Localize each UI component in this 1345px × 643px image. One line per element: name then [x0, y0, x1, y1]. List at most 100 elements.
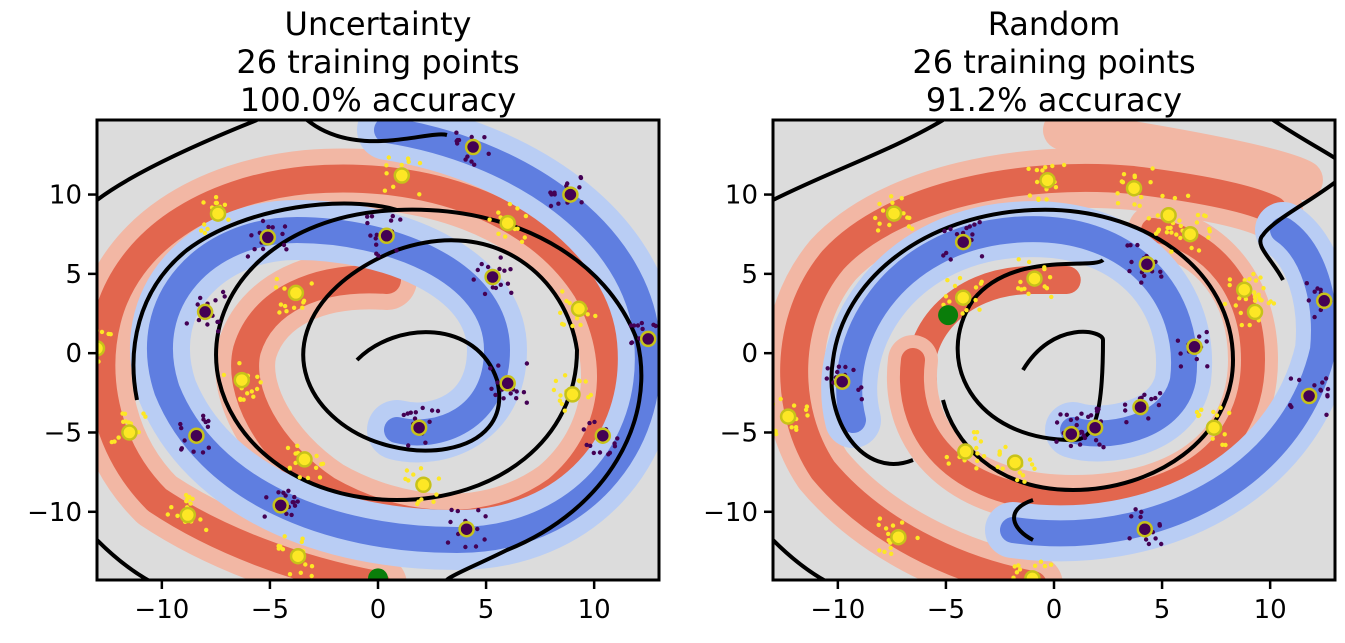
sample-dot: [203, 419, 208, 425]
sample-dot: [910, 226, 915, 231]
sample-dot: [1169, 230, 1174, 235]
sample-dot: [483, 514, 488, 519]
sample-dot: [309, 573, 314, 579]
sample-dot: [264, 495, 269, 500]
sample-dot: [384, 163, 389, 168]
sample-dot: [482, 537, 487, 542]
sample-dot: [429, 408, 435, 413]
sample-dot: [205, 322, 210, 327]
x-tick-label: −5: [927, 595, 965, 625]
training-point-purple: [410, 419, 428, 436]
sample-dot: [1204, 339, 1209, 344]
x-tick-label: −10: [134, 595, 189, 625]
sample-dot: [1339, 294, 1343, 298]
sample-dot: [974, 445, 979, 451]
sample-dot: [475, 267, 480, 273]
sample-dot: [1312, 314, 1317, 320]
sample-dot: [1256, 292, 1261, 297]
sample-dot: [287, 572, 293, 577]
axis-ticks: −10 −5 0 5 10 −10 −5 0 5 10: [27, 181, 611, 625]
sample-dot: [496, 210, 501, 215]
sample-dot: [191, 449, 196, 454]
sample-dot: [282, 286, 287, 291]
sample-dot: [825, 366, 830, 371]
plot-area: [81, 120, 659, 580]
sample-dot: [220, 289, 226, 295]
sample-dot: [286, 488, 291, 493]
sample-dot: [206, 445, 211, 450]
sample-dot: [972, 222, 977, 227]
sample-dot: [469, 159, 474, 164]
query-point: [368, 568, 388, 580]
sample-dot: [289, 512, 294, 518]
sample-dot: [314, 453, 319, 459]
sample-dot: [184, 321, 189, 326]
sample-dot: [805, 413, 810, 418]
training-point-purple: [1138, 256, 1156, 273]
sample-dot: [952, 283, 958, 289]
sample-dot: [185, 496, 190, 501]
sample-dot: [997, 452, 1002, 457]
sample-dot: [1210, 436, 1215, 441]
sample-dot: [789, 425, 794, 430]
sample-dot: [1178, 351, 1183, 356]
sample-dot: [1124, 420, 1129, 425]
sample-dot: [567, 300, 572, 306]
sample-dot: [562, 408, 567, 413]
sample-dot: [284, 511, 289, 516]
sample-dot: [522, 235, 527, 240]
sample-dot: [216, 319, 221, 324]
sample-dot: [317, 475, 323, 480]
sample-dot: [1000, 466, 1005, 471]
sample-dot: [303, 562, 308, 567]
panel-title-line-2: 26 training points: [912, 43, 1195, 81]
sample-dot: [1022, 479, 1027, 484]
sample-dot: [972, 436, 978, 441]
sample-dot: [954, 232, 960, 237]
training-point-purple: [484, 268, 501, 286]
sample-dot: [887, 222, 892, 228]
sample-dot: [188, 501, 193, 506]
sample-dot: [560, 289, 565, 294]
sample-dot: [1139, 509, 1144, 515]
sample-dot: [486, 151, 491, 156]
training-point-yellow: [1160, 206, 1177, 224]
sample-dot: [202, 230, 208, 236]
y-tick-label: 5: [65, 260, 82, 290]
sample-dot: [1020, 473, 1026, 478]
sample-dot: [851, 367, 856, 373]
sample-dot: [1034, 167, 1040, 173]
sample-dot: [384, 171, 389, 176]
sample-dot: [292, 503, 298, 508]
sample-dot: [455, 141, 460, 146]
sample-dot: [1017, 470, 1022, 475]
sample-dot: [201, 413, 206, 418]
sample-dot: [1227, 410, 1232, 416]
sample-dot: [260, 218, 266, 224]
sample-dot: [1127, 268, 1132, 274]
sample-dot: [1081, 433, 1086, 438]
sample-dot: [376, 253, 381, 258]
sample-dot: [488, 366, 493, 371]
sample-dot: [81, 326, 85, 330]
sample-dot: [226, 217, 231, 222]
sample-dot: [463, 544, 468, 550]
training-point-yellow: [957, 443, 974, 460]
sample-dot: [607, 450, 613, 455]
training-point-yellow: [287, 284, 305, 302]
sample-dot: [639, 320, 644, 326]
sample-dot: [1160, 193, 1165, 199]
sample-dot: [406, 443, 411, 448]
sample-dot: [1026, 259, 1032, 265]
x-tick-label: 5: [1154, 595, 1171, 625]
sample-dot: [1288, 376, 1294, 381]
sample-dot: [1320, 380, 1325, 385]
sample-dot: [1093, 438, 1099, 443]
panel-title-line-1: Uncertainty: [285, 5, 472, 43]
sample-dot: [1242, 278, 1247, 283]
sample-dot: [301, 298, 307, 303]
sample-dot: [252, 247, 257, 252]
sample-dot: [1315, 286, 1320, 291]
sample-dot: [888, 545, 893, 551]
